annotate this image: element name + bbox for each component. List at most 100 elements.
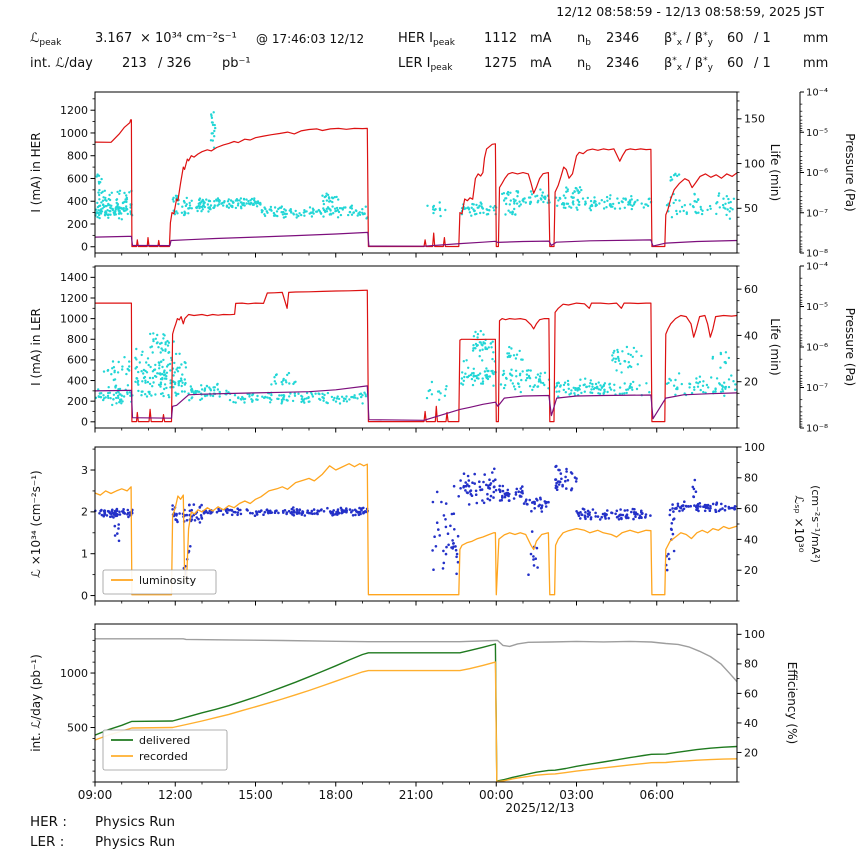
y2-tick-label: 20 [744,564,758,577]
y-tick-label: 0 [81,416,88,429]
y-tick-label: 400 [67,195,88,208]
lpeak-value: 3.167 [95,31,133,46]
intlumi-value2: / 326 [158,56,192,71]
y-tick-label: 1000 [60,127,88,140]
ler-beta-value: 60 [727,56,744,71]
ler-lifetime-line [94,385,738,421]
ler-beta-label: β*x / β*y [664,56,713,73]
ler-ipeak-value: 1275 [484,56,518,71]
y-tick-label: 200 [67,218,88,231]
y2-tick-label: 100 [744,157,765,170]
her-panel: 0 200 400 600 800 1000 1200 I (mA) in HER 50 100 1… [29,88,857,260]
y2-tick-label: 60 [744,283,758,296]
efficiency-line [95,638,738,683]
specific-luminosity-scatter [94,464,737,579]
x-tick-label: 12:00 [158,788,193,802]
her-ipeak-value: 1112 [484,31,518,46]
y-tick-label: 1000 [60,667,88,680]
legend-label: recorded [139,750,188,763]
luminosity-left-axis-label: ℒ ×10³⁴ (cm⁻²s⁻¹) [29,470,43,577]
luminosity-legend [102,569,217,595]
ler-beta-value2: / 1 [754,56,771,71]
ler-left-axis-label: I (mA) in LER [29,308,43,386]
recorded-line [94,661,738,783]
pressure-tick-label: 10⁻⁴ [806,88,828,99]
ler-right-axis-label: Life (min) [768,318,782,375]
ler-ipeak-label: LER Ipeak [398,56,453,73]
y-tick-label: 1200 [60,292,88,305]
ler-current-line [95,289,738,423]
ler-pressure-scatter [94,329,737,407]
pressure-tick-label: 10⁻⁴ [806,262,828,273]
her-current-line [94,119,738,248]
y2-tick-label: 20 [744,746,758,759]
y2-tick-label: 150 [744,113,765,126]
y-tick-label: 1 [81,548,88,561]
x-tick-label: 06:00 [639,788,674,802]
ler-panel: 0 200 400 600 800 1000 1200 1400 I (mA) in LER 20… [29,262,857,435]
her-beta-value2: / 1 [754,31,771,46]
y-tick-label: 3 [81,464,88,477]
integrated-panel: 09:00 12:00 15:00 18:00 21:00 00:00 03:00 06:00… [29,623,799,802]
x-tick-label: 09:00 [78,788,113,802]
y-tick-label: 800 [67,333,88,346]
y-tick-label: 600 [67,172,88,185]
y-tick-label: 1400 [60,271,88,284]
her-left-axis-label: I (mA) in HER [29,132,43,212]
ler-run-label: LER : [30,834,65,850]
pressure-tick-label: 10⁻⁵ [806,302,828,313]
ler-run-status: Physics Run [95,834,176,850]
integrated-legend [102,729,228,771]
her-nb-label: nb [577,31,591,48]
her-ipeak-label: HER Ipeak [398,31,455,48]
luminosity-panel: 0 1 2 3 ℒ ×10³⁴ (cm⁻²s⁻¹) 20 40 60 80 100 ℒₛₚ ×10³… [29,441,822,606]
y-tick-label: 500 [67,721,88,734]
x-tick-label: 21:00 [399,788,434,802]
ler-pressure-axis-label: Pressure (Pa) [843,308,857,386]
y2-tick-label: 40 [744,717,758,730]
y2-tick-label: 50 [744,202,758,215]
y-tick-label: 1000 [60,312,88,325]
her-frame [94,91,738,254]
pressure-tick-label: 10⁻⁶ [806,168,828,179]
lpeak-timestamp: @ 17:46:03 12/12 [256,32,365,46]
integrated-left-axis-label: int. ℒ/day (pb⁻¹) [29,654,43,752]
x-tick-label: 03:00 [559,788,594,802]
legend-label: delivered [139,734,190,747]
her-pressure-axis-label: Pressure (Pa) [843,133,857,211]
intlumi-unit: pb⁻¹ [222,56,251,71]
y-tick-label: 0 [81,589,88,602]
y-tick-label: 200 [67,395,88,408]
legend-label: luminosity [139,574,197,587]
her-nb-value: 2346 [606,31,640,46]
pressure-tick-label: 10⁻⁸ [806,424,828,435]
y-tick-label: 800 [67,150,88,163]
y-tick-label: 600 [67,354,88,367]
intlumi-label: int. ℒ/day [30,56,93,71]
date-range: 12/12 08:58:59 - 12/13 08:58:59, 2025 JS… [556,4,824,19]
lpeak-units: × 10³⁴ cm⁻²s⁻¹ [140,31,237,46]
ler-nb-label: nb [577,56,591,73]
her-right-axis-label: Life (min) [768,144,782,201]
intlumi-value: 213 [122,56,147,71]
pressure-tick-label: 10⁻⁶ [806,343,828,354]
x-tick-label: 00:00 [479,788,514,802]
y2-tick-label: 40 [744,533,758,546]
x-tick-label: 15:00 [238,788,273,802]
y-tick-label: 400 [67,374,88,387]
x-axis-date-label: 2025/12/13 [505,801,574,815]
ler-nb-value: 2346 [606,56,640,71]
y2-tick-label: 80 [744,658,758,671]
lpeak-label: ℒpeak [30,31,62,48]
her-beta-value: 60 [727,31,744,46]
ler-beta-unit: mm [803,56,829,71]
y-tick-label: 1200 [60,104,88,117]
her-ipeak-unit: mA [530,31,552,46]
y-tick-label: 2 [81,506,88,519]
pressure-tick-label: 10⁻⁵ [806,128,828,139]
y2-tick-label: 40 [744,329,758,342]
y2-tick-label: 80 [744,472,758,485]
pressure-tick-label: 10⁻⁷ [806,208,828,219]
y2-tick-label: 100 [744,441,765,454]
